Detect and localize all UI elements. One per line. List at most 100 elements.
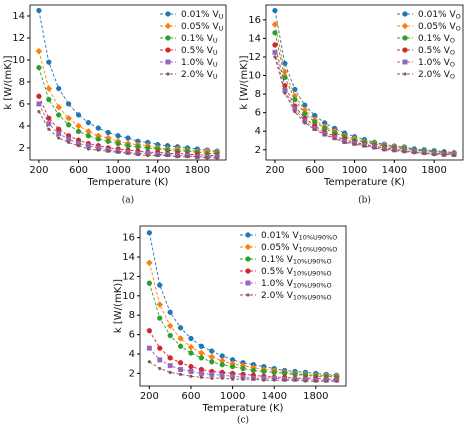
x-tick-label: 1800 xyxy=(421,165,446,176)
series-line xyxy=(38,10,218,152)
legend-label: 2.0% V10%U90%O xyxy=(261,291,332,302)
legend-name: 0.01% V xyxy=(418,10,456,20)
marker xyxy=(272,30,278,36)
y-tick-label: 10 xyxy=(122,291,135,302)
x-axis-label: Temperature (K) xyxy=(87,177,169,188)
legend-name: 0.01% V xyxy=(261,231,299,241)
marker xyxy=(432,152,436,157)
marker xyxy=(251,377,256,381)
marker xyxy=(246,293,250,297)
marker xyxy=(273,55,277,59)
legend-name: 1.0% V xyxy=(418,58,451,68)
marker xyxy=(177,343,184,349)
marker xyxy=(293,378,297,382)
marker xyxy=(442,152,446,157)
x-tick-label: 1400 xyxy=(382,165,407,176)
marker xyxy=(177,360,184,366)
legend-subscript: 10%U90%O xyxy=(293,282,332,290)
marker xyxy=(105,138,111,144)
marker xyxy=(272,378,276,382)
marker xyxy=(272,42,278,48)
legend-label: 1.0% VO xyxy=(418,58,455,69)
legend-subscript: 10%U90%O xyxy=(293,258,332,266)
legend-subscript: U xyxy=(213,73,218,81)
marker xyxy=(167,355,173,361)
marker xyxy=(158,366,162,371)
marker xyxy=(195,155,199,159)
marker xyxy=(178,372,183,377)
y-tick-label: 4 xyxy=(255,126,261,137)
y-tick-label: 6 xyxy=(255,108,261,119)
marker xyxy=(157,357,163,363)
marker xyxy=(157,315,163,321)
marker xyxy=(402,59,408,65)
x-tick-label: 600 xyxy=(181,391,200,402)
marker xyxy=(189,374,193,378)
marker xyxy=(167,309,173,315)
marker xyxy=(209,348,215,354)
marker xyxy=(57,136,61,140)
caption: (c) xyxy=(237,415,249,426)
series-line xyxy=(274,10,455,154)
marker xyxy=(334,379,339,383)
legend-subscript: U xyxy=(213,49,218,57)
legend-label: 0.01% VU xyxy=(181,10,224,21)
x-tick-label: 1000 xyxy=(220,391,245,402)
x-axis-label: Temperature (K) xyxy=(323,177,405,188)
y-tick-label: 6 xyxy=(129,330,135,341)
y-tick-label: 8 xyxy=(19,77,25,88)
marker xyxy=(323,133,327,137)
legend-label: 0.1% V10%U90%O xyxy=(261,255,332,266)
x-tick-label: 600 xyxy=(69,165,88,176)
y-tick-label: 14 xyxy=(122,252,135,263)
marker xyxy=(146,280,153,286)
marker xyxy=(167,363,173,369)
marker xyxy=(282,74,288,81)
marker xyxy=(106,149,110,153)
marker xyxy=(283,91,287,95)
marker xyxy=(209,371,215,377)
legend-label: 0.5% VO xyxy=(418,46,455,57)
legend-name: 0.1% V xyxy=(261,255,294,265)
x-tick-label: 200 xyxy=(29,165,48,176)
axes-frame xyxy=(139,225,347,387)
marker xyxy=(95,125,101,131)
legend-subscript: 10%U90%O xyxy=(299,246,338,254)
marker xyxy=(36,101,42,107)
legend-subscript: O xyxy=(450,61,455,69)
marker xyxy=(157,282,163,288)
marker xyxy=(401,22,409,30)
marker xyxy=(292,86,298,93)
legend-name: 0.1% V xyxy=(418,34,451,44)
legend-name: 0.05% V xyxy=(418,22,456,32)
marker xyxy=(187,343,195,351)
marker xyxy=(156,301,164,308)
marker xyxy=(166,322,174,330)
legend-subscript: O xyxy=(450,37,455,45)
marker xyxy=(262,378,266,382)
legend-subscript: O xyxy=(450,73,455,81)
marker xyxy=(56,126,62,132)
marker xyxy=(199,375,204,379)
marker xyxy=(372,146,377,150)
legend-subscript: U xyxy=(219,25,224,33)
marker xyxy=(230,377,235,381)
marker xyxy=(167,332,173,339)
y-tick-label: 10 xyxy=(248,71,261,82)
marker xyxy=(65,122,72,128)
marker xyxy=(36,93,42,99)
marker xyxy=(126,151,130,156)
marker xyxy=(177,325,184,331)
marker xyxy=(198,355,205,361)
marker xyxy=(156,153,160,158)
marker xyxy=(250,367,257,374)
marker xyxy=(282,378,287,382)
y-tick-label: 8 xyxy=(255,89,261,100)
marker xyxy=(245,256,251,262)
marker xyxy=(188,363,194,370)
axes-frame xyxy=(265,4,464,161)
marker xyxy=(292,97,298,103)
y-axis-label: k [W/(mK)] xyxy=(113,279,124,333)
y-tick-label: 14 xyxy=(248,33,261,44)
marker xyxy=(75,122,82,130)
